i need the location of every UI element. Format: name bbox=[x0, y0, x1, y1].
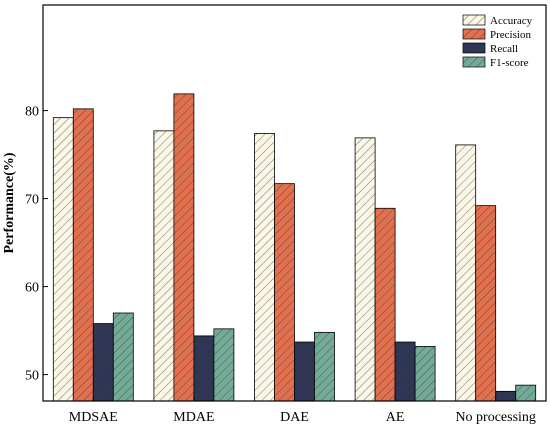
x-tick-label: MDSAE bbox=[69, 410, 118, 425]
bar-accuracy-ae bbox=[354, 137, 376, 402]
y-axis-title: Performance(%) bbox=[2, 152, 17, 253]
legend-swatch bbox=[462, 56, 486, 68]
bar-precision-mdsae bbox=[72, 108, 94, 402]
legend-label: Accuracy bbox=[490, 15, 533, 27]
legend-swatch bbox=[462, 14, 486, 26]
y-tick-label: 70 bbox=[25, 193, 39, 208]
legend-swatch bbox=[462, 42, 486, 54]
bar-f1-score-mdsae bbox=[112, 312, 134, 402]
legend-label: F1-score bbox=[490, 57, 529, 69]
legend-label: Recall bbox=[490, 43, 518, 55]
bar-f1-score-dae bbox=[314, 331, 335, 402]
bar-accuracy-no-processing bbox=[455, 144, 477, 402]
y-tick-label: 50 bbox=[25, 369, 39, 384]
bar-precision-no-processing bbox=[475, 205, 497, 402]
bar-recall-mdsae bbox=[92, 323, 114, 402]
bar-precision-dae bbox=[274, 183, 295, 402]
bar-accuracy-dae bbox=[254, 133, 275, 402]
bar-accuracy-mdae bbox=[153, 130, 175, 402]
bar-precision-ae bbox=[374, 207, 396, 402]
legend: Accuracy Precision Recall F1-score bbox=[462, 14, 533, 69]
bar-f1-score-ae bbox=[414, 346, 436, 402]
y-tick-label: 80 bbox=[25, 105, 39, 120]
x-tick-label: AE bbox=[386, 410, 405, 425]
bar-recall-dae bbox=[294, 341, 315, 402]
y-tick-label: 60 bbox=[25, 281, 39, 296]
legend-swatch bbox=[462, 28, 486, 40]
x-tick-label: DAE bbox=[280, 410, 309, 425]
bar-accuracy-mdsae bbox=[52, 117, 74, 402]
axes-group: 50 60 70 80 Performance(%) MDSAE MDAE DAE AE No p… bbox=[2, 4, 547, 425]
x-tick-label: No processing bbox=[455, 410, 536, 425]
legend-label: Precision bbox=[490, 29, 531, 41]
bar-recall-no-processing bbox=[495, 390, 517, 402]
bar-f1-score-mdae bbox=[213, 328, 235, 402]
bar-recall-mdae bbox=[193, 335, 215, 402]
bar-f1-score-no-processing bbox=[515, 384, 537, 402]
bar-recall-ae bbox=[394, 341, 416, 402]
bar-precision-mdae bbox=[173, 93, 195, 402]
x-tick-label: MDAE bbox=[173, 410, 214, 425]
bars-group bbox=[52, 93, 537, 402]
